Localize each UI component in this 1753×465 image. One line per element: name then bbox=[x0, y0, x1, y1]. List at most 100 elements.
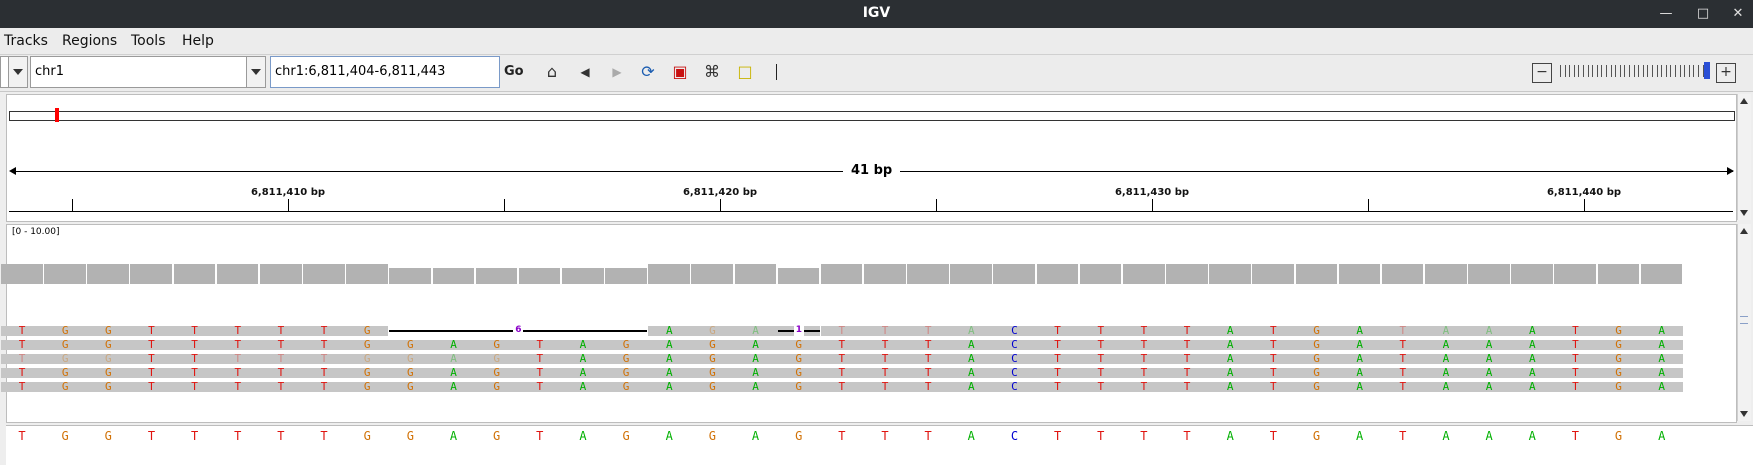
maximize-icon[interactable]: □ bbox=[1696, 6, 1710, 21]
coverage-bar[interactable] bbox=[389, 268, 431, 284]
coverage-bar[interactable] bbox=[1295, 264, 1338, 284]
coverage-bar[interactable] bbox=[1079, 264, 1122, 284]
coverage-bar[interactable] bbox=[561, 268, 604, 284]
coverage-bar[interactable] bbox=[691, 264, 734, 284]
coverage-bar[interactable] bbox=[1381, 264, 1424, 284]
coverage-bar[interactable] bbox=[1166, 264, 1208, 284]
coverage-bar[interactable] bbox=[432, 268, 475, 284]
go-button[interactable]: Go bbox=[504, 64, 524, 79]
zoom-out-icon[interactable]: − bbox=[1532, 63, 1552, 83]
coverage-bar[interactable] bbox=[216, 264, 259, 284]
sequence-base: G bbox=[363, 429, 371, 443]
coverage-bar[interactable] bbox=[1209, 264, 1251, 284]
coverage-bar[interactable] bbox=[87, 264, 129, 284]
read-base: C bbox=[1011, 324, 1018, 337]
coverage-bar[interactable] bbox=[1554, 264, 1597, 284]
coverage-bar[interactable] bbox=[1468, 264, 1510, 284]
coverage-bar[interactable] bbox=[475, 268, 518, 284]
coverage-bar[interactable] bbox=[1511, 264, 1553, 284]
coverage-bar[interactable] bbox=[44, 264, 86, 284]
chromosome-dropdown-arrow-icon[interactable] bbox=[246, 57, 265, 87]
sequence-base: T bbox=[838, 429, 846, 443]
menu-tracks[interactable]: Tracks bbox=[4, 33, 48, 49]
coverage-bar[interactable] bbox=[130, 264, 173, 284]
read-base: T bbox=[191, 352, 198, 365]
menu-regions[interactable]: Regions bbox=[62, 33, 118, 49]
read-bar[interactable] bbox=[1, 326, 389, 336]
ruler-tick bbox=[1368, 199, 1369, 211]
home-icon[interactable]: ⌂ bbox=[546, 62, 558, 81]
back-icon[interactable]: ◀ bbox=[580, 65, 590, 79]
coverage-bar[interactable] bbox=[648, 264, 690, 284]
refresh-icon[interactable]: ⟳ bbox=[641, 62, 655, 81]
coverage-bar[interactable] bbox=[734, 264, 777, 284]
coverage-bar[interactable] bbox=[907, 264, 949, 284]
scroll-grip-icon[interactable] bbox=[1740, 316, 1748, 324]
read-bar[interactable] bbox=[820, 326, 1683, 336]
read-base: T bbox=[277, 338, 285, 351]
coverage-bar[interactable] bbox=[1252, 264, 1294, 284]
minimize-icon[interactable]: — bbox=[1659, 6, 1673, 21]
read-base: G bbox=[622, 338, 630, 351]
read-base: T bbox=[1572, 352, 1579, 365]
coverage-bar[interactable] bbox=[950, 264, 992, 284]
coverage-bar[interactable] bbox=[346, 264, 388, 284]
coverage-bar[interactable] bbox=[820, 264, 863, 284]
read-bar[interactable] bbox=[648, 326, 820, 336]
read-bar[interactable] bbox=[1, 368, 1683, 378]
read-base: G bbox=[363, 338, 371, 351]
coverage-bar[interactable] bbox=[259, 264, 302, 284]
header-scrollbar[interactable] bbox=[1737, 94, 1751, 220]
coverage-bar[interactable] bbox=[1597, 264, 1640, 284]
read-bar[interactable] bbox=[1, 382, 1683, 392]
data-scrollbar[interactable] bbox=[1737, 224, 1751, 421]
locus-input[interactable]: chr1:6,811,404-6,811,443 bbox=[270, 56, 500, 88]
ruler-tick-label: 6,811,440 bp bbox=[1546, 187, 1622, 198]
coverage-bar[interactable] bbox=[1338, 264, 1381, 284]
coverage-bar[interactable] bbox=[864, 264, 906, 284]
menu-help[interactable]: Help bbox=[182, 33, 214, 49]
read-base: A bbox=[1442, 366, 1450, 379]
coverage-bar[interactable] bbox=[1, 264, 43, 284]
zoom-tick bbox=[1596, 65, 1598, 77]
resize-to-window-icon[interactable]: ▣ bbox=[672, 62, 688, 81]
scroll-down-icon[interactable] bbox=[1740, 210, 1748, 216]
menu-tools[interactable]: Tools bbox=[131, 33, 166, 49]
zoom-tick bbox=[1670, 65, 1672, 77]
forward-icon[interactable]: ▶ bbox=[612, 65, 622, 79]
read-base: A bbox=[752, 324, 759, 337]
read-base: T bbox=[191, 380, 198, 393]
sequence-base: G bbox=[493, 429, 501, 443]
chromosome-ideogram[interactable] bbox=[9, 108, 1735, 122]
scroll-down-icon[interactable] bbox=[1740, 411, 1748, 417]
coverage-bar[interactable] bbox=[303, 264, 345, 284]
read-base: T bbox=[1572, 324, 1579, 337]
sequence-base: G bbox=[795, 429, 803, 443]
scroll-up-icon[interactable] bbox=[1740, 98, 1748, 104]
read-base: T bbox=[1140, 338, 1148, 351]
coverage-bar[interactable] bbox=[1640, 264, 1683, 284]
ruler-tick bbox=[288, 199, 289, 211]
read-base: T bbox=[191, 338, 198, 351]
coverage-bar[interactable] bbox=[777, 268, 820, 284]
coverage-bar[interactable] bbox=[993, 264, 1036, 284]
genome-dropdown[interactable] bbox=[0, 56, 28, 88]
zoom-slider-thumb[interactable] bbox=[1704, 62, 1710, 79]
coverage-bar[interactable] bbox=[605, 268, 647, 284]
genome-dropdown-arrow-icon[interactable] bbox=[8, 57, 27, 87]
read-bar[interactable] bbox=[1, 354, 1683, 364]
popup-text-icon[interactable]: □ bbox=[737, 62, 753, 81]
close-icon[interactable]: ✕ bbox=[1732, 6, 1744, 21]
coverage-bar[interactable] bbox=[173, 264, 216, 284]
coverage-bar[interactable] bbox=[1036, 264, 1079, 284]
chromosome-dropdown[interactable]: chr1 bbox=[30, 56, 266, 88]
coverage-bar[interactable] bbox=[1424, 264, 1467, 284]
scroll-up-icon[interactable] bbox=[1740, 228, 1748, 234]
read-base: T bbox=[924, 324, 932, 337]
region-of-interest-icon[interactable]: ⌘ bbox=[704, 62, 720, 81]
zoom-in-icon[interactable]: + bbox=[1716, 63, 1736, 83]
read-base: T bbox=[1054, 352, 1061, 365]
coverage-bar[interactable] bbox=[518, 268, 561, 284]
coverage-bar[interactable] bbox=[1122, 264, 1165, 284]
read-bar[interactable] bbox=[1, 340, 1683, 350]
